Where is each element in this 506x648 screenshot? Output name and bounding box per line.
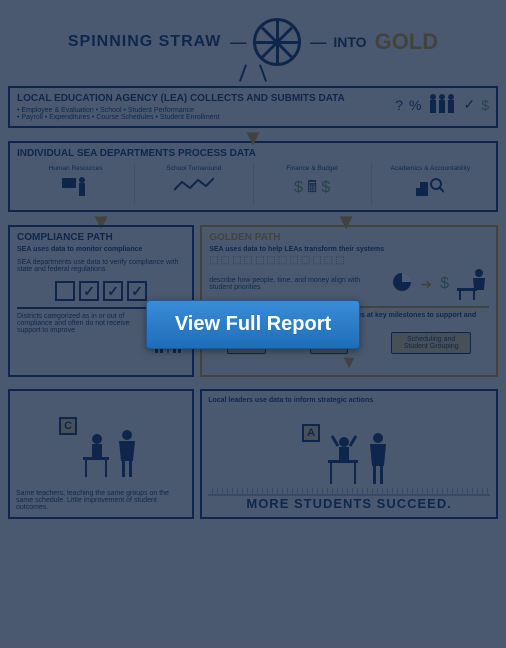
dark-overlay: View Full Report	[0, 0, 506, 648]
view-full-report-button[interactable]: View Full Report	[146, 300, 360, 349]
